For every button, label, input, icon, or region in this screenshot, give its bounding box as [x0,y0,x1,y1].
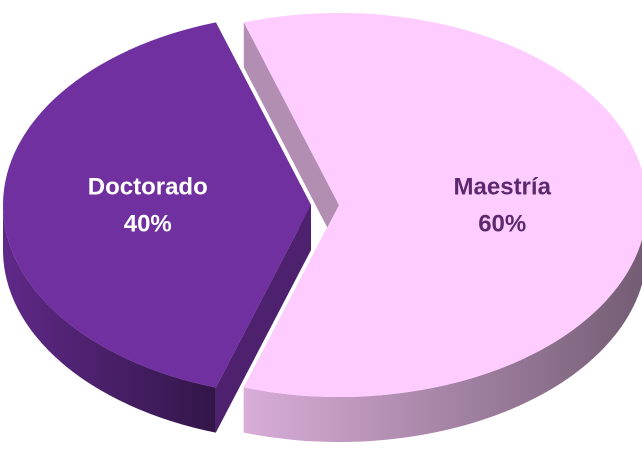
slice-value-label: 40% [124,210,172,237]
slice-value-label: 60% [478,210,526,237]
tops [2,13,642,397]
slice-label: Doctorado [88,173,208,200]
slice-wall-shade [215,205,311,433]
slice-wall [215,205,311,433]
slice-side-shade [243,239,642,442]
slice-wall-shade [243,22,339,250]
slice-label: Maestría [454,173,552,200]
slice [2,22,312,388]
slice-side-shade [3,205,216,433]
slice-wall [243,22,339,250]
slice [243,13,642,397]
labels: Doctorado 40% Maestría 60% [88,173,552,237]
